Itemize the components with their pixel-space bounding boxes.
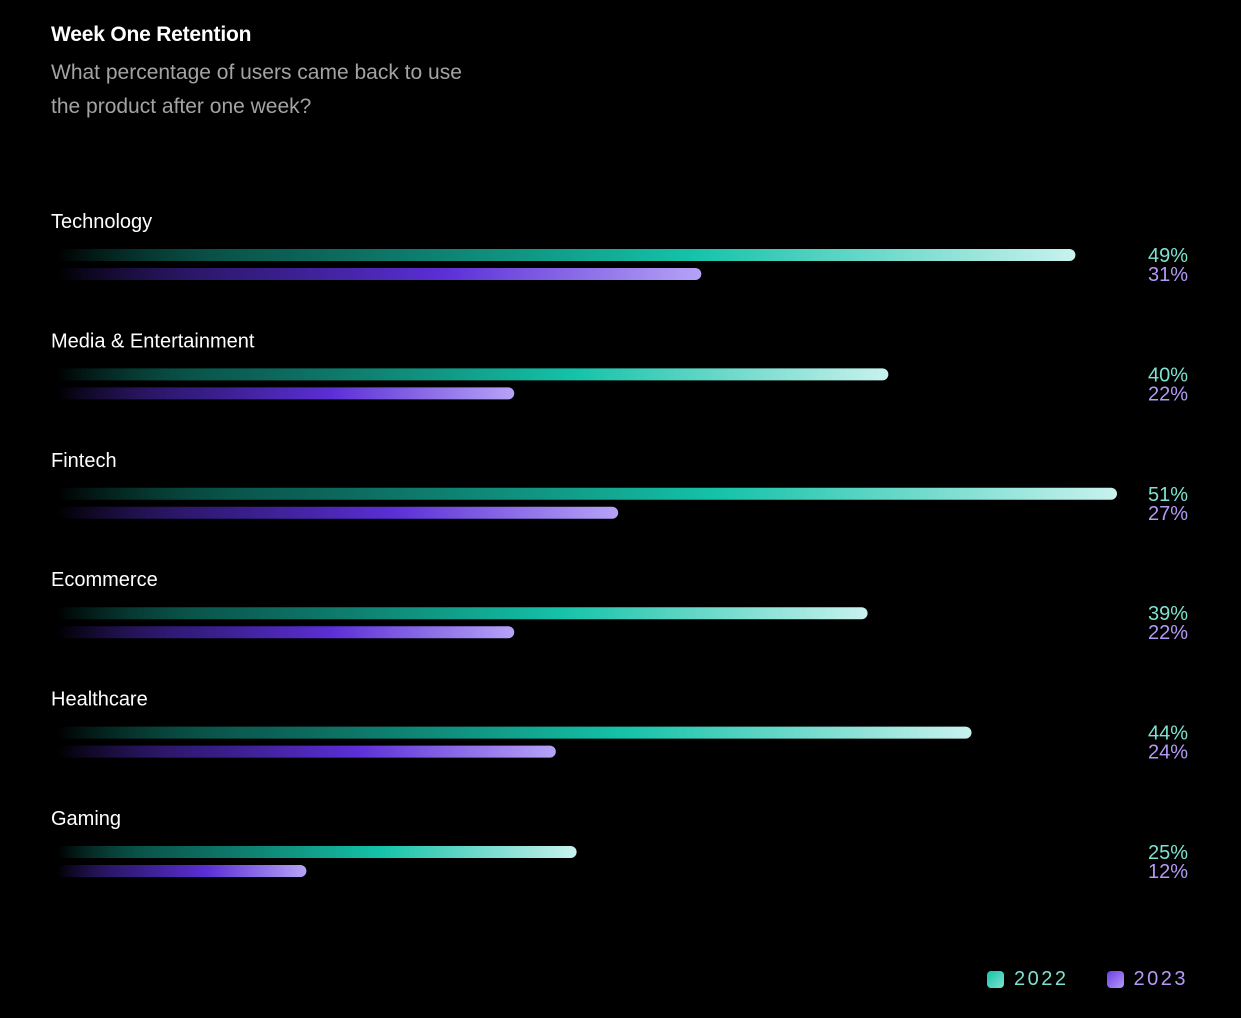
category-group-gaming: Gaming 25%12% bbox=[51, 808, 1188, 883]
legend-label-2023: 2023 bbox=[1133, 968, 1188, 990]
legend-item-2023: 2023 bbox=[1106, 968, 1189, 991]
bar-2022 bbox=[57, 487, 1117, 500]
legend-swatch-2023 bbox=[1106, 971, 1124, 988]
bar-2023 bbox=[57, 506, 619, 519]
bar-2023 bbox=[57, 865, 307, 877]
category-group-technology: Technology 49%31% bbox=[51, 211, 1188, 286]
chart-subtitle: What percentage of users came back to us… bbox=[51, 61, 462, 118]
category-label: Fintech bbox=[51, 450, 117, 472]
value-label-2023: 12% bbox=[1148, 861, 1188, 883]
category-group-media-entertainment: Media & Entertainment 40%22% bbox=[51, 330, 1188, 405]
bar-2022 bbox=[57, 726, 972, 739]
value-label-2023: 27% bbox=[1148, 503, 1188, 525]
category-label: Ecommerce bbox=[51, 569, 158, 591]
bar-2023 bbox=[57, 268, 702, 280]
legend-item-2022: 2022 bbox=[987, 968, 1069, 991]
bar-2023 bbox=[57, 387, 515, 400]
category-label: Media & Entertainment bbox=[51, 330, 255, 352]
value-label-2022: 51% bbox=[1148, 484, 1188, 506]
value-label-2023: 22% bbox=[1148, 622, 1188, 644]
value-label-2023: 24% bbox=[1148, 742, 1188, 764]
value-label-2023: 22% bbox=[1148, 383, 1188, 405]
chart-legend: 2022 2023 bbox=[987, 968, 1188, 991]
bar-2023 bbox=[57, 745, 556, 758]
value-label-2023: 31% bbox=[1148, 264, 1188, 286]
value-label-2022: 40% bbox=[1148, 364, 1188, 386]
chart-title: Week One Retention bbox=[51, 23, 252, 46]
bar-2022 bbox=[57, 846, 577, 858]
category-label: Healthcare bbox=[51, 689, 148, 711]
value-label-2022: 25% bbox=[1148, 842, 1188, 864]
category-group-healthcare: Healthcare 44%24% bbox=[51, 689, 1188, 764]
category-label: Gaming bbox=[51, 808, 121, 830]
bar-2022 bbox=[57, 249, 1076, 261]
value-label-2022: 49% bbox=[1148, 245, 1188, 267]
value-label-2022: 44% bbox=[1148, 723, 1188, 745]
bar-2022 bbox=[57, 607, 868, 620]
legend-label-2022: 2022 bbox=[1014, 968, 1069, 990]
legend-swatch-2022 bbox=[987, 971, 1004, 988]
bar-2022 bbox=[57, 368, 889, 381]
category-group-fintech: Fintech 51%27% bbox=[51, 450, 1188, 525]
value-label-2022: 39% bbox=[1148, 603, 1188, 625]
category-group-ecommerce: Ecommerce 39%22% bbox=[51, 569, 1188, 644]
bar-2023 bbox=[57, 626, 515, 639]
category-label: Technology bbox=[51, 211, 152, 233]
